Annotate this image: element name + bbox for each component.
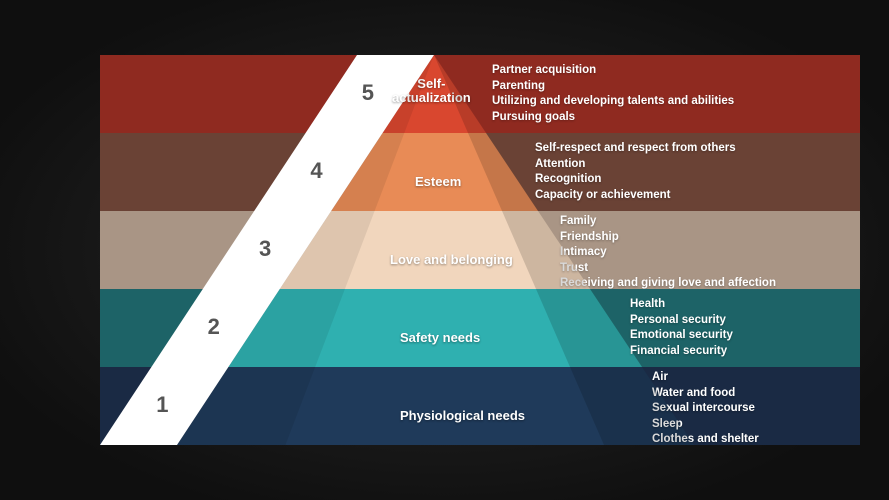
level-item: Emotional security	[630, 328, 733, 344]
level-item: Parenting	[492, 79, 734, 95]
level-item: Sexual intercourse	[652, 401, 759, 417]
level-item: Air	[652, 370, 759, 386]
level-row-3: 3 Love and belonging FamilyFriendshipIntim…	[100, 211, 860, 289]
level-item: Partner acquisition	[492, 63, 734, 79]
level-row-5: 5Self- actualizationPartner acquisitionP…	[100, 55, 860, 133]
level-item: Personal security	[630, 313, 733, 329]
level-item: Health	[630, 297, 733, 313]
level-title: Safety needs	[400, 331, 480, 345]
level-title: Esteem	[415, 175, 461, 189]
level-row-2: 2 Safety needs HealthPersonal securityEmot…	[100, 289, 860, 367]
level-item: Recognition	[535, 172, 736, 188]
level-band: 4 Esteem Self-respect and respect from oth…	[100, 133, 860, 211]
level-number: 5	[362, 80, 374, 106]
level-items: Partner acquisitionParentingUtilizing an…	[492, 63, 734, 125]
level-item: Self-respect and respect from others	[535, 141, 736, 157]
level-item: Sleep	[652, 417, 759, 433]
level-band: 5Self- actualizationPartner acquisitionP…	[100, 55, 860, 133]
level-title: Physiological needs	[400, 409, 525, 423]
level-items: FamilyFriendshipIntimacyTrustReceiving a…	[560, 214, 776, 292]
level-items: HealthPersonal securityEmotional securit…	[630, 297, 733, 359]
hierarchy-diagram: 5Self- actualizationPartner acquisitionP…	[100, 55, 860, 445]
level-band: 2 Safety needs HealthPersonal securityEmot…	[100, 289, 860, 367]
level-row-1: 1 Physiological needs AirWater and foodSex…	[100, 367, 860, 445]
level-item: Trust	[560, 261, 776, 277]
level-number: 4	[310, 158, 322, 184]
level-band: 1 Physiological needs AirWater and foodSex…	[100, 367, 860, 445]
level-item: Family	[560, 214, 776, 230]
level-items: AirWater and foodSexual intercourseSleep…	[652, 370, 759, 448]
level-item: Intimacy	[560, 245, 776, 261]
level-row-4: 4 Esteem Self-respect and respect from oth…	[100, 133, 860, 211]
level-title: Love and belonging	[390, 253, 513, 267]
level-number: 3	[259, 236, 271, 262]
level-item: Water and food	[652, 386, 759, 402]
level-item: Clothes and shelter	[652, 432, 759, 448]
level-number: 1	[156, 392, 168, 418]
level-title: Self- actualization	[392, 77, 471, 106]
level-items: Self-respect and respect from othersAtte…	[535, 141, 736, 203]
level-item: Friendship	[560, 230, 776, 246]
level-item: Attention	[535, 157, 736, 173]
level-number: 2	[208, 314, 220, 340]
level-item: Utilizing and developing talents and abi…	[492, 94, 734, 110]
level-item: Pursuing goals	[492, 110, 734, 126]
level-item: Capacity or achievement	[535, 188, 736, 204]
level-item: Financial security	[630, 344, 733, 360]
level-band: 3 Love and belonging FamilyFriendshipIntim…	[100, 211, 860, 289]
